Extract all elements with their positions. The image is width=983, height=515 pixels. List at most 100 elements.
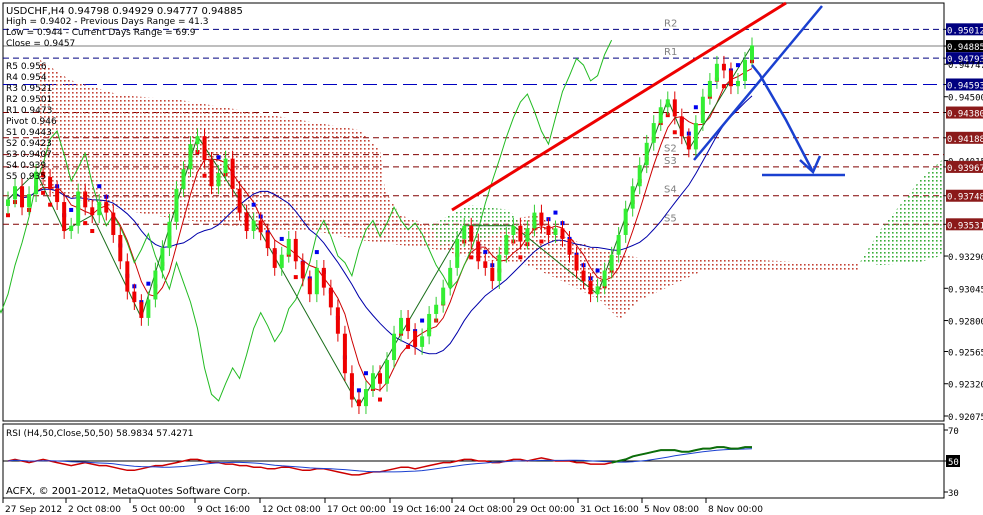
- price-bar-body: [62, 202, 67, 232]
- price-bar-body: [286, 238, 291, 255]
- price-bar-body: [539, 212, 544, 226]
- price-bar-body: [686, 136, 691, 150]
- price-bar-body: [34, 171, 39, 195]
- price-bar-body: [392, 333, 397, 361]
- x-tick-label: 5 Nov 08:00: [644, 505, 699, 515]
- parabolic-sar-dot: [420, 318, 425, 323]
- price-bar-body: [679, 116, 684, 137]
- price-bar-body: [216, 173, 221, 187]
- y-tick-label: 0.94188: [947, 135, 983, 145]
- parabolic-sar-dot: [483, 250, 488, 255]
- parabolic-sar-dot: [202, 173, 207, 178]
- y-tick-label: 0.92565: [948, 348, 983, 358]
- pivot-label: R3 0.9521: [6, 84, 52, 94]
- rsi-line-above: [611, 446, 752, 464]
- price-bar-body: [13, 186, 18, 200]
- price-bar-body: [342, 333, 347, 374]
- x-tick-label: 2 Oct 08:00: [68, 505, 121, 515]
- rsi-tick-label: 30: [948, 489, 959, 499]
- parabolic-sar-dot: [721, 84, 726, 89]
- parabolic-sar-dot: [146, 281, 151, 286]
- y-tick-highlight: [946, 23, 983, 36]
- price-bar-body: [223, 158, 228, 174]
- x-tick-label: 24 Oct 08:00: [454, 505, 513, 515]
- price-bar-body: [721, 63, 726, 71]
- moving-average-blue: [7, 95, 753, 355]
- parabolic-sar-dot: [672, 130, 677, 135]
- pivot-label: S1 0.9443: [6, 128, 52, 138]
- price-bar-body: [630, 186, 635, 209]
- price-bar-body: [518, 225, 523, 242]
- y-tick-highlight: [946, 160, 983, 173]
- parabolic-sar-dot: [518, 255, 523, 260]
- pivot-label: R2 0.9501: [6, 95, 52, 105]
- price-bar-body: [90, 207, 95, 216]
- trend-annotations: [451, 1, 845, 212]
- price-bar-body: [307, 278, 312, 295]
- parabolic-sar-dot: [363, 371, 368, 376]
- price-bar-body: [167, 221, 172, 249]
- zigzag-line: [7, 45, 753, 408]
- price-bar-body: [335, 307, 340, 334]
- y-tick-label: 0.93531: [947, 221, 983, 231]
- level-label: S5: [664, 213, 677, 224]
- pivot-label: R4 0.954: [6, 73, 47, 83]
- y-tick-highlight: [946, 106, 983, 119]
- price-bar-body: [76, 191, 81, 226]
- price-bar-body: [202, 136, 207, 160]
- y-tick-label: 0.93967: [947, 164, 983, 174]
- price-bar-body: [328, 287, 333, 308]
- price-bar-body: [385, 360, 390, 384]
- price-bar-body: [321, 267, 326, 288]
- y-tick-label: 0.92075: [948, 413, 983, 423]
- price-bar-body: [616, 234, 621, 255]
- trendline-red: [451, 1, 787, 212]
- price-bar-body: [441, 287, 446, 305]
- x-tick-label: 27 Sep 2012: [5, 505, 62, 515]
- info-line-2: Low = 0.944 - Current Days Range = 69.9: [6, 28, 196, 38]
- y-tick-highlight: [946, 131, 983, 144]
- copyright-text: ACFX, © 2001-2012, MetaQuotes Software C…: [6, 486, 250, 497]
- price-bar-body: [693, 123, 698, 150]
- price-bar-body: [413, 331, 418, 347]
- ichimoku-cloud-red: [40, 60, 860, 320]
- parabolic-sar-dot: [48, 202, 53, 207]
- parabolic-sar-dot: [6, 213, 10, 218]
- price-bar-body: [707, 80, 712, 97]
- price-bar-body: [742, 59, 747, 81]
- price-bar-body: [48, 177, 53, 189]
- y-tick-label: 0.93748: [947, 193, 983, 203]
- price-bar-body: [378, 373, 382, 384]
- price-bar-body: [265, 232, 270, 249]
- price-bar-body: [132, 291, 137, 303]
- projection-arrow-up: [693, 5, 823, 161]
- price-bar-body: [293, 238, 298, 262]
- price-bar-body: [181, 169, 186, 189]
- x-tick-label: 9 Oct 16:00: [197, 505, 250, 515]
- price-bar-body: [244, 212, 249, 232]
- price-bar-body: [188, 144, 193, 170]
- price-bar-body: [111, 212, 116, 235]
- price-bar-body: [195, 136, 200, 145]
- price-bar-body: [651, 123, 656, 143]
- parabolic-sar-dot: [378, 397, 382, 402]
- price-bar-body: [427, 313, 432, 337]
- y-tick-label: 0.94747: [948, 61, 983, 71]
- price-bar-body: [146, 299, 151, 318]
- level-label: S2: [664, 144, 677, 155]
- pivot-label: S5 0.935: [6, 172, 46, 182]
- price-bar-body: [735, 80, 740, 87]
- y-tick-label: 0.93045: [948, 285, 983, 295]
- x-tick-label: 19 Oct 16:00: [392, 505, 451, 515]
- price-bar-body: [714, 63, 719, 81]
- parabolic-sar-dot: [216, 155, 221, 160]
- y-tick-label: 0.93290: [948, 253, 983, 263]
- price-bar-body: [41, 171, 46, 178]
- parabolic-sar-dot: [293, 275, 298, 280]
- price-bar-body: [567, 238, 572, 255]
- price-bar-body: [174, 188, 179, 222]
- price-bar-body: [462, 225, 467, 239]
- ichimoku-cloud-green-right: [860, 158, 944, 265]
